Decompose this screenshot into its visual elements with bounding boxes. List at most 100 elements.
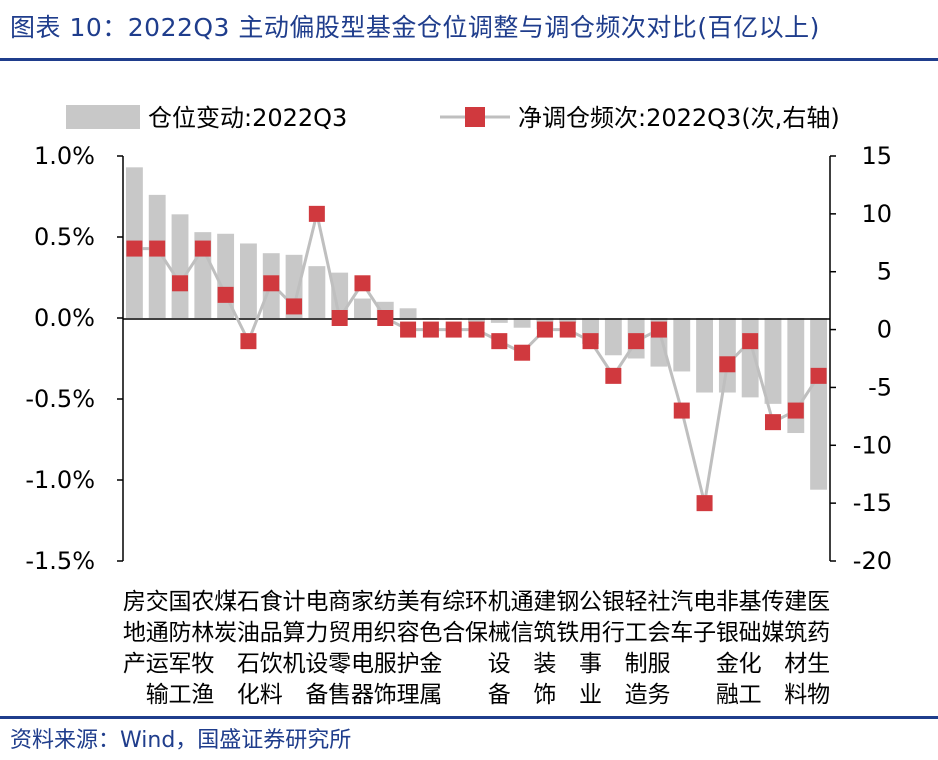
category-label: 综合 <box>442 589 465 646</box>
frequency-marker <box>650 321 667 338</box>
bar <box>468 318 485 323</box>
right-tick-label: 15 <box>861 142 892 170</box>
category-label-char: 生 <box>807 651 830 677</box>
category-label-char: 织 <box>374 620 397 646</box>
category-label-char: 融 <box>716 682 739 708</box>
category-label-char: 林 <box>191 620 214 646</box>
bar <box>764 318 782 404</box>
category-label-char: 有 <box>419 589 442 615</box>
category-label-char: 银 <box>602 589 625 615</box>
frequency-marker <box>787 402 804 419</box>
category-label-char: 械 <box>488 620 511 646</box>
category-label-char: 油 <box>237 620 260 646</box>
category-label-char: 零 <box>328 651 351 677</box>
frequency-marker <box>559 321 576 338</box>
bar <box>171 214 189 318</box>
category-label-char: 制 <box>625 651 648 677</box>
category-label-char: 色 <box>419 620 442 646</box>
left-tick-label: 0.0% <box>34 304 95 332</box>
left-axis-ticks: 1.0% 0.5% 0.0% -0.5% -1.0% -1.5% <box>25 142 123 575</box>
category-label-char: 器 <box>351 682 374 708</box>
category-label-char: 运 <box>146 651 169 677</box>
frequency-marker <box>514 344 531 361</box>
category-label-char: 农 <box>191 589 214 615</box>
category-label-char: 食 <box>260 589 283 615</box>
category-label-char: 基 <box>739 589 762 615</box>
category-label-char: 产 <box>123 651 146 677</box>
category-label-char: 工 <box>625 620 648 646</box>
category-label-char: 力 <box>305 620 328 646</box>
category-label: 电子 <box>693 589 716 646</box>
frequency-marker <box>673 402 690 419</box>
category-label-char: 备 <box>305 682 328 708</box>
right-tick-label: -10 <box>853 431 892 459</box>
category-label-char: 属 <box>419 682 442 708</box>
frequency-marker <box>810 367 827 384</box>
right-tick-label: -15 <box>853 489 892 517</box>
category-label-char: 算 <box>283 620 306 646</box>
chart: 仓位变动:2022Q3 净调仓频次:2022Q3(次,右轴) 1.0% 0.5% 0… <box>25 104 892 708</box>
category-label-char: 行 <box>602 620 625 646</box>
right-tick-label: 0 <box>877 316 892 344</box>
frequency-marker <box>400 321 417 338</box>
bar <box>559 318 577 323</box>
category-label-char: 纺 <box>374 589 397 615</box>
frequency-marker <box>240 333 257 350</box>
category-label: 钢铁 <box>556 589 579 646</box>
category-label-char: 筑 <box>533 620 556 646</box>
frequency-marker <box>742 333 759 350</box>
category-label-char: 装 <box>533 651 556 677</box>
category-label-char: 石 <box>237 651 260 677</box>
source-note: 资料来源：Wind，国盛证券研究所 <box>10 728 352 753</box>
bar <box>604 318 622 356</box>
category-label-char: 化 <box>739 651 762 677</box>
frequency-marker <box>536 321 553 338</box>
left-tick-label: -1.0% <box>25 466 95 494</box>
frequency-marker <box>605 367 622 384</box>
frequency-marker <box>172 275 189 292</box>
category-label-char: 子 <box>693 620 716 646</box>
frequency-marker <box>286 298 303 315</box>
category-label-char: 料 <box>784 682 807 708</box>
category-label-char: 环 <box>465 589 488 615</box>
left-tick-label: -0.5% <box>25 385 95 413</box>
left-tick-label: -1.5% <box>25 547 95 575</box>
category-label-char: 石 <box>237 589 260 615</box>
category-label-char: 铁 <box>556 620 579 646</box>
category-label-char: 传 <box>761 589 784 615</box>
category-label-char: 计 <box>283 589 306 615</box>
category-label-char: 合 <box>442 620 465 646</box>
legend: 仓位变动:2022Q3 净调仓频次:2022Q3(次,右轴) <box>66 104 840 132</box>
right-tick-label: 10 <box>861 200 892 228</box>
category-label-char: 综 <box>442 589 465 615</box>
category-label-char: 公 <box>579 589 602 615</box>
category-label: 汽车 <box>670 589 693 646</box>
category-label-char: 设 <box>305 651 328 677</box>
category-label-char: 信 <box>511 620 534 646</box>
category-label-char: 售 <box>328 682 351 708</box>
category-label-char: 工 <box>169 682 192 708</box>
frequency-marker <box>719 356 736 373</box>
frequency-marker <box>149 240 166 257</box>
category-label-char: 电 <box>693 589 716 615</box>
category-label-char: 牧 <box>191 651 214 677</box>
frequency-marker <box>696 495 713 512</box>
category-label-char: 筑 <box>784 620 807 646</box>
right-axis-ticks: 15 10 5 0 -5 -10 -15 -20 <box>830 142 892 575</box>
frequency-markers <box>126 205 827 512</box>
frequency-marker <box>126 240 143 257</box>
category-label-char: 建 <box>533 589 556 615</box>
category-label: 通信 <box>511 589 534 646</box>
category-label-char: 汽 <box>670 589 693 615</box>
